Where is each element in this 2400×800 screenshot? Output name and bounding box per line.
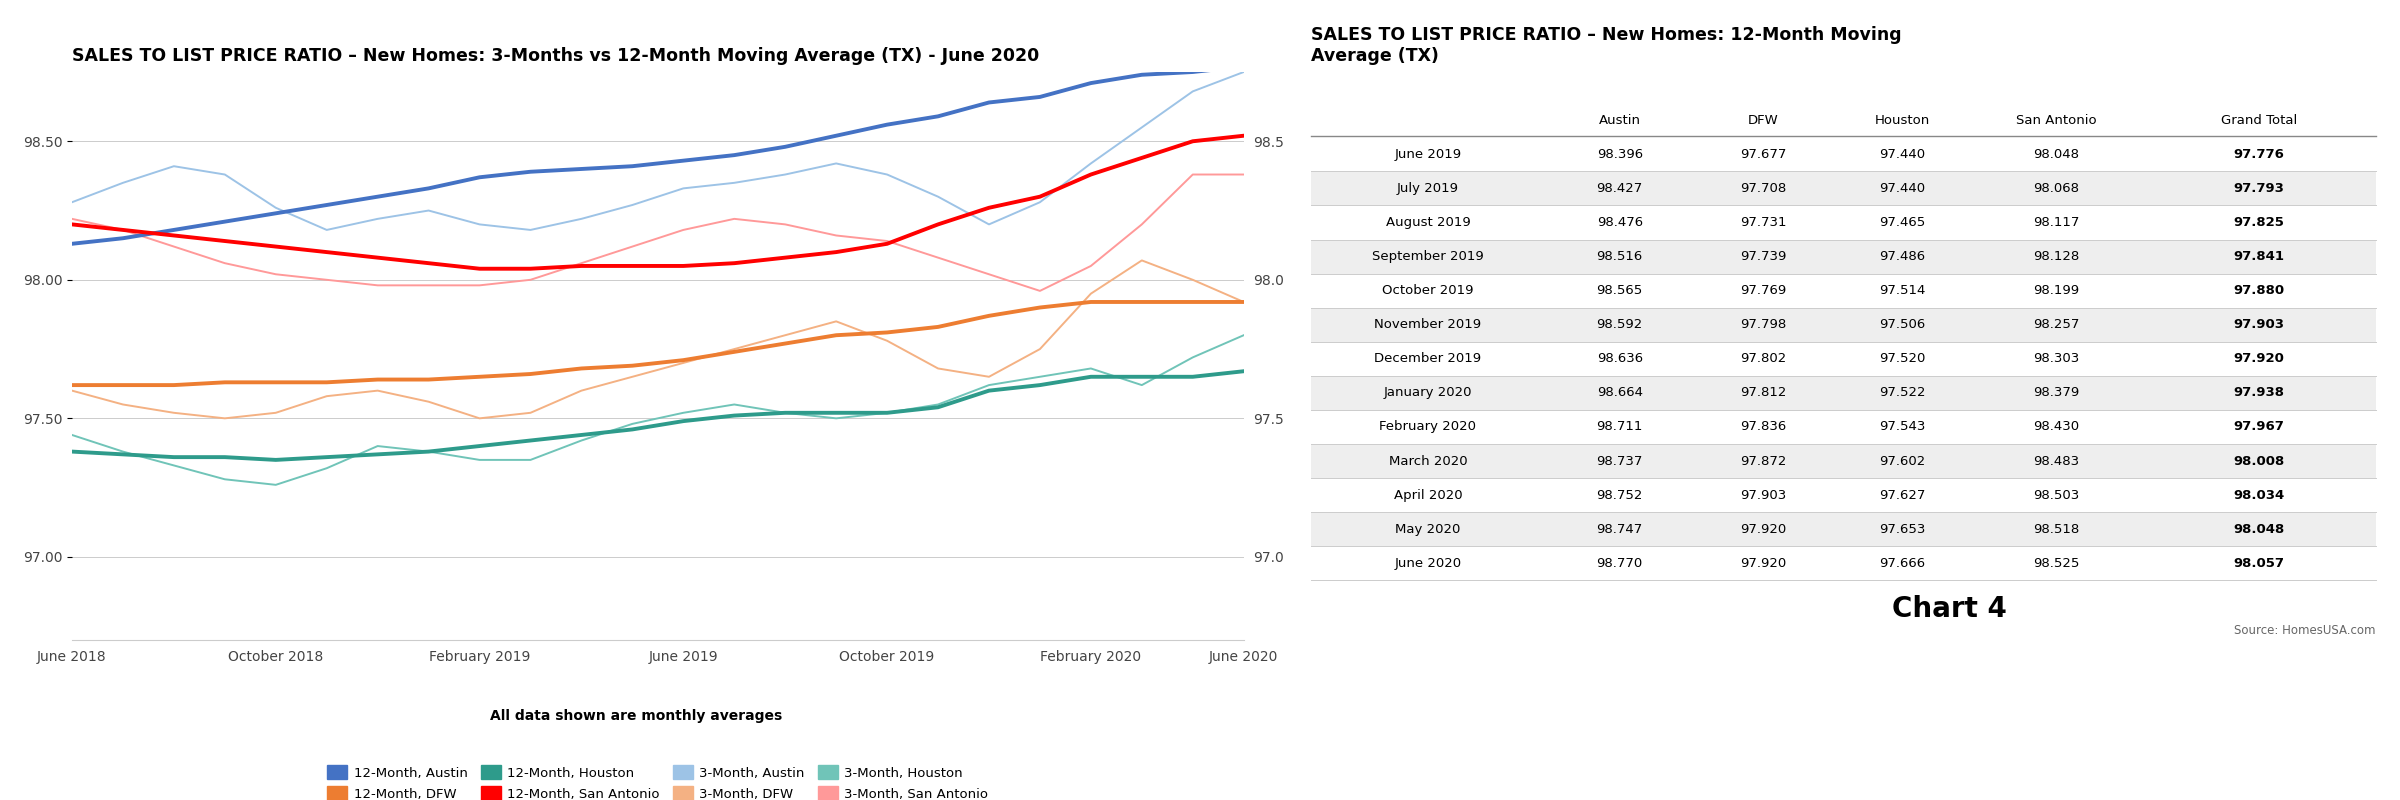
Text: 98.518: 98.518 [2033,522,2078,536]
Text: 98.379: 98.379 [2033,386,2078,399]
Text: Grand Total: Grand Total [2220,114,2297,126]
Text: 98.752: 98.752 [1596,489,1644,502]
Text: 97.653: 97.653 [1879,522,1925,536]
Text: 98.048: 98.048 [2033,148,2078,161]
Text: 98.565: 98.565 [1596,284,1644,297]
Text: 98.008: 98.008 [2234,454,2285,467]
Text: 97.967: 97.967 [2234,421,2285,434]
Text: 98.430: 98.430 [2033,421,2078,434]
Text: 97.880: 97.880 [2234,284,2285,297]
Text: June 2019: June 2019 [1394,148,1462,161]
Text: 97.708: 97.708 [1740,182,1786,195]
Text: 98.516: 98.516 [1596,250,1644,263]
Text: 97.903: 97.903 [2234,318,2285,331]
Text: 97.802: 97.802 [1740,352,1786,366]
Text: 98.034: 98.034 [2234,489,2285,502]
Text: 97.677: 97.677 [1740,148,1786,161]
Text: 97.903: 97.903 [1740,489,1786,502]
Text: September 2019: September 2019 [1373,250,1483,263]
Text: San Antonio: San Antonio [2016,114,2098,126]
FancyBboxPatch shape [1310,444,2376,478]
Text: March 2020: March 2020 [1390,454,1466,467]
Text: 97.836: 97.836 [1740,421,1786,434]
Text: Chart 4: Chart 4 [1894,594,2006,622]
Text: 98.257: 98.257 [2033,318,2081,331]
Text: 98.503: 98.503 [2033,489,2078,502]
Text: 98.664: 98.664 [1596,386,1642,399]
Text: 97.872: 97.872 [1740,454,1786,467]
Text: DFW: DFW [1747,114,1778,126]
Text: SALES TO LIST PRICE RATIO – New Homes: 12-Month Moving
Average (TX): SALES TO LIST PRICE RATIO – New Homes: 1… [1310,26,1901,65]
Text: 97.514: 97.514 [1879,284,1925,297]
FancyBboxPatch shape [1310,171,2376,206]
Text: 98.476: 98.476 [1596,216,1642,229]
Text: 98.747: 98.747 [1596,522,1644,536]
Text: 98.483: 98.483 [2033,454,2078,467]
Text: April 2020: April 2020 [1394,489,1462,502]
Text: 98.048: 98.048 [2234,522,2285,536]
Text: 97.920: 97.920 [1740,522,1786,536]
Text: May 2020: May 2020 [1394,522,1462,536]
Text: 98.068: 98.068 [2033,182,2078,195]
Text: 98.711: 98.711 [1596,421,1644,434]
Text: October 2019: October 2019 [1382,284,1474,297]
Text: 98.128: 98.128 [2033,250,2078,263]
FancyBboxPatch shape [1310,376,2376,410]
Text: 98.737: 98.737 [1596,454,1644,467]
Text: 97.627: 97.627 [1879,489,1925,502]
Text: 98.303: 98.303 [2033,352,2078,366]
Text: February 2020: February 2020 [1380,421,1476,434]
Text: 97.776: 97.776 [2234,148,2285,161]
Text: January 2020: January 2020 [1385,386,1471,399]
Text: 97.602: 97.602 [1879,454,1925,467]
Text: 98.525: 98.525 [2033,557,2081,570]
Text: 97.522: 97.522 [1879,386,1925,399]
Text: 98.770: 98.770 [1596,557,1644,570]
Text: November 2019: November 2019 [1375,318,1481,331]
Text: 98.117: 98.117 [2033,216,2081,229]
Text: 97.543: 97.543 [1879,421,1925,434]
Text: Houston: Houston [1874,114,1930,126]
Text: Austin: Austin [1598,114,1642,126]
Text: Source: HomesUSA.com: Source: HomesUSA.com [2234,624,2376,637]
Text: 97.798: 97.798 [1740,318,1786,331]
Text: 97.486: 97.486 [1879,250,1925,263]
Text: 97.440: 97.440 [1879,148,1925,161]
Text: June 2020: June 2020 [1394,557,1462,570]
Text: 97.812: 97.812 [1740,386,1786,399]
Text: 97.825: 97.825 [2234,216,2285,229]
Text: 98.592: 98.592 [1596,318,1644,331]
Text: 97.465: 97.465 [1879,216,1925,229]
Text: 97.769: 97.769 [1740,284,1786,297]
FancyBboxPatch shape [1310,308,2376,342]
Text: 98.396: 98.396 [1596,148,1642,161]
Text: 97.731: 97.731 [1740,216,1786,229]
Text: 97.920: 97.920 [1740,557,1786,570]
Text: 98.427: 98.427 [1596,182,1644,195]
FancyBboxPatch shape [1310,239,2376,274]
Text: SALES TO LIST PRICE RATIO – New Homes: 3-Months vs 12-Month Moving Average (TX) : SALES TO LIST PRICE RATIO – New Homes: 3… [72,47,1039,65]
Text: 97.520: 97.520 [1879,352,1925,366]
Text: August 2019: August 2019 [1385,216,1471,229]
Text: 97.920: 97.920 [2234,352,2285,366]
Text: 97.506: 97.506 [1879,318,1925,331]
Legend: 12-Month, Austin, 12-Month, DFW, 12-Month, Houston, 12-Month, San Antonio, 3-Mon: 12-Month, Austin, 12-Month, DFW, 12-Mont… [322,760,994,800]
Text: December 2019: December 2019 [1375,352,1481,366]
Text: 98.057: 98.057 [2234,557,2285,570]
Text: 97.739: 97.739 [1740,250,1786,263]
Text: 97.938: 97.938 [2234,386,2285,399]
Text: 97.440: 97.440 [1879,182,1925,195]
Text: July 2019: July 2019 [1397,182,1459,195]
Text: 97.793: 97.793 [2234,182,2285,195]
Text: 98.199: 98.199 [2033,284,2078,297]
Text: 97.841: 97.841 [2234,250,2285,263]
Text: All data shown are monthly averages: All data shown are monthly averages [490,709,782,723]
FancyBboxPatch shape [1310,512,2376,546]
Text: 98.636: 98.636 [1596,352,1642,366]
Text: 97.666: 97.666 [1879,557,1925,570]
